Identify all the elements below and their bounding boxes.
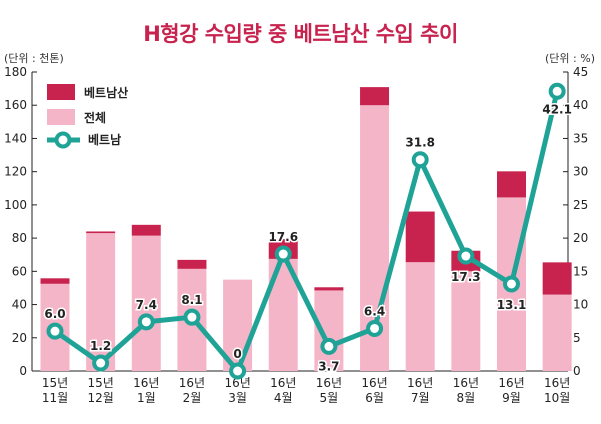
left-tick-label: 100 (4, 198, 27, 212)
legend-swatch-total (47, 109, 75, 125)
left-tick-label: 40 (12, 298, 27, 312)
data-label: 0 (233, 347, 241, 361)
x-tick-label-month: 2월 (183, 391, 202, 405)
x-tick-label-year: 16년 (361, 376, 387, 390)
x-tick-label-year: 16년 (498, 376, 524, 390)
bar-vietnam (360, 87, 390, 106)
series-line-vietnam-share (53, 90, 560, 374)
bar-total (542, 294, 572, 371)
x-tick-label-year: 16년 (270, 376, 296, 390)
bar-vietnam (405, 211, 435, 263)
x-tick-label-year: 15년 (42, 376, 68, 390)
line-point (457, 247, 475, 265)
x-tick-label-month: 5월 (320, 391, 339, 405)
bar-total (86, 233, 116, 371)
line-point (274, 245, 292, 263)
right-tick-label: 0 (573, 364, 581, 378)
line-point (46, 322, 64, 340)
bar-vietnam (314, 287, 344, 291)
x-tick-label-month: 8월 (457, 391, 476, 405)
chart-title: H형강 수입량 중 베트남산 수입 추이 (143, 22, 458, 46)
data-label: 1.2 (90, 339, 111, 353)
x-tick-label-month: 4월 (274, 391, 293, 405)
line-point (320, 337, 338, 355)
bar-vietnam (86, 231, 116, 234)
right-tick-label: 30 (573, 165, 588, 179)
left-tick-label: 140 (4, 131, 27, 145)
left-tick-label: 180 (4, 65, 27, 79)
right-tick-label: 15 (573, 264, 588, 278)
data-label: 17.3 (451, 270, 481, 284)
bar-total (131, 235, 161, 371)
bar-total (405, 262, 435, 371)
legend-swatch-vietnam (47, 84, 75, 100)
bar-vietnam (542, 262, 572, 295)
data-label: 6.4 (364, 304, 385, 318)
legend-label-share: 베트남 (88, 132, 121, 147)
x-tick-label-year: 16년 (453, 376, 479, 390)
data-label: 13.1 (497, 298, 527, 312)
line-point (92, 354, 110, 372)
data-label: 8.1 (181, 293, 202, 307)
line-point (548, 82, 566, 100)
data-label: 3.7 (318, 359, 339, 373)
line-point (366, 319, 384, 337)
x-tick-label-month: 6월 (365, 391, 384, 405)
x-tick-label-month: 12월 (87, 391, 113, 405)
right-axis-unit: (단위 : %) (545, 52, 595, 65)
data-label: 17.6 (268, 230, 298, 244)
right-tick-label: 5 (573, 331, 581, 345)
bar-vietnam (131, 224, 161, 236)
left-axis-unit: (단위 : 천톤) (4, 52, 64, 65)
line-point (503, 275, 520, 293)
x-tick-label-month: 7월 (411, 391, 430, 405)
left-tick-label: 0 (19, 364, 27, 378)
x-tick-label-month: 10월 (544, 391, 570, 405)
data-label: 31.8 (405, 136, 435, 150)
right-tick-label: 40 (573, 98, 588, 112)
right-tick-label: 10 (573, 298, 588, 312)
x-tick-label-year: 15년 (87, 376, 113, 390)
right-tick-label: 25 (573, 198, 588, 212)
bar-total (451, 271, 481, 371)
legend-label-vietnam: 베트남산 (84, 85, 128, 100)
x-tick-label-month: 11월 (42, 391, 68, 405)
data-label: 7.4 (136, 298, 157, 312)
bar-vietnam (497, 171, 526, 198)
right-tick-label: 20 (573, 231, 588, 245)
legend-label-total: 전체 (84, 110, 106, 125)
x-tick-label-year: 16년 (316, 376, 342, 390)
left-tick-label: 80 (12, 231, 27, 245)
x-tick-label-year: 16년 (407, 376, 433, 390)
left-tick-label: 160 (4, 98, 27, 112)
x-tick-label-year: 16년 (224, 376, 250, 390)
x-tick-label-month: 3월 (228, 391, 247, 405)
x-tick-label-year: 16년 (179, 376, 205, 390)
x-tick-label-year: 16년 (544, 376, 570, 390)
right-tick-label: 45 (573, 65, 588, 79)
data-label: 6.0 (44, 307, 65, 321)
line-point (183, 308, 201, 326)
line-point (411, 151, 429, 169)
bar-vietnam (177, 259, 207, 269)
x-tick-label-month: 1월 (137, 391, 156, 405)
legend-marker-share (54, 131, 72, 149)
line-point (229, 362, 247, 380)
left-tick-label: 20 (12, 331, 27, 345)
left-tick-label: 120 (4, 165, 27, 179)
x-tick-label-year: 16년 (133, 376, 159, 390)
left-tick-label: 60 (12, 264, 27, 278)
bar-vietnam (40, 278, 70, 284)
line-point (137, 313, 155, 331)
right-tick-label: 35 (573, 131, 588, 145)
data-label: 42.1 (542, 102, 572, 116)
x-tick-label-month: 9월 (502, 391, 521, 405)
